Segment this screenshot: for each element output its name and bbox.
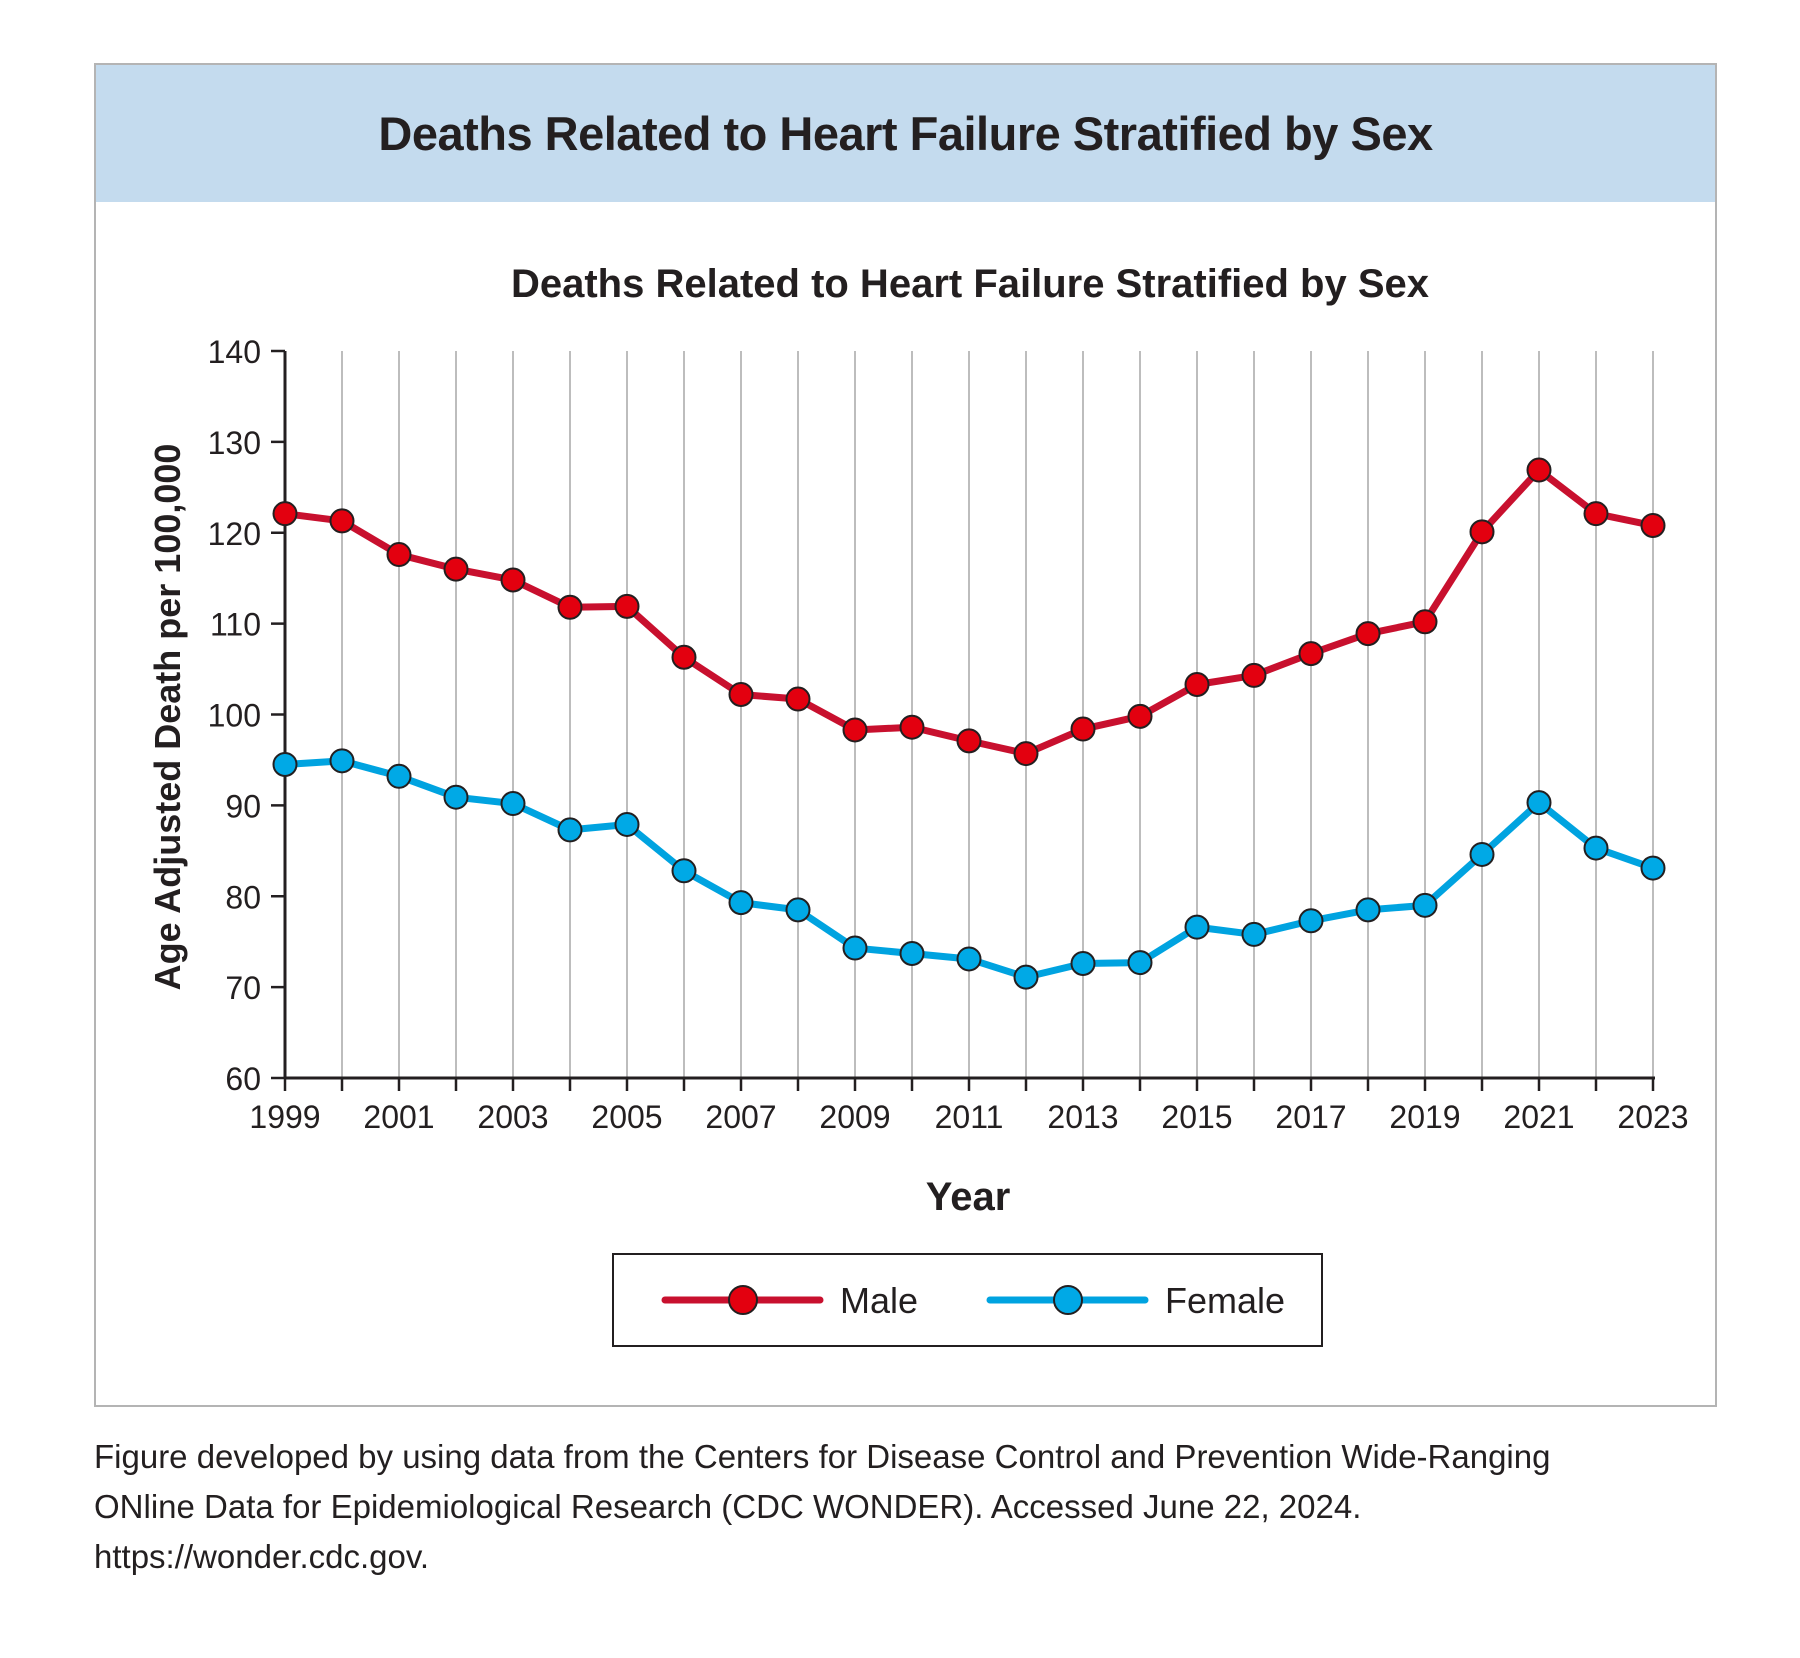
female-point-2010: [899, 941, 925, 967]
male-point-2014: [1127, 703, 1153, 729]
female-point-2018: [1355, 897, 1381, 923]
male-point-2001: [386, 542, 412, 568]
male-point-2004: [557, 594, 583, 620]
legend: Male Female: [612, 1253, 1323, 1347]
male-point-2018: [1355, 621, 1381, 647]
y-tick-label-120: 120: [208, 516, 261, 552]
male-point-2012: [1013, 741, 1039, 767]
female-point-2000: [329, 748, 355, 774]
female-point-2021: [1526, 790, 1552, 816]
x-tick-label-2001: 2001: [363, 1099, 434, 1135]
female-point-2022: [1583, 835, 1609, 861]
y-tick-label-90: 90: [225, 788, 261, 824]
line-chart: Deaths Related to Heart Failure Stratifi…: [147, 262, 1689, 1347]
x-tick-label-1999: 1999: [249, 1099, 320, 1135]
y-tick-label-100: 100: [208, 698, 261, 734]
female-point-2005: [614, 811, 640, 837]
male-point-2002: [443, 556, 469, 582]
y-axis-label: Age Adjusted Death per 100,000: [147, 444, 188, 991]
male-point-2009: [842, 717, 868, 743]
x-axis-ticks: 1999 2001 2003 2005 2007 2009 2011 2013 2015 2017…: [249, 1078, 1689, 1135]
female-point-2019: [1412, 892, 1438, 918]
female-point-2007: [728, 890, 754, 916]
caption-line-1: Figure developed by using data from the …: [94, 1438, 1551, 1475]
male-point-2013: [1070, 716, 1096, 742]
x-tick-label-2005: 2005: [591, 1099, 662, 1135]
male-point-2017: [1298, 641, 1324, 667]
female-point-2001: [386, 763, 412, 789]
male-point-2006: [671, 644, 697, 670]
legend-female-marker: [1053, 1285, 1083, 1315]
caption-line-3: https://wonder.cdc.gov.: [94, 1538, 430, 1575]
female-point-2008: [785, 897, 811, 923]
x-tick-label-2007: 2007: [705, 1099, 776, 1135]
y-tick-label-110: 110: [210, 607, 261, 643]
y-tick-label-70: 70: [225, 970, 261, 1006]
figure-panel: Deaths Related to Heart Failure Stratifi…: [94, 63, 1717, 1407]
male-point-2022: [1583, 501, 1609, 527]
x-axis-label: Year: [926, 1175, 1011, 1219]
female-point-2004: [557, 817, 583, 843]
male-point-2015: [1184, 672, 1210, 698]
chart-title: Deaths Related to Heart Failure Stratifi…: [511, 262, 1429, 306]
gridlines: [341, 351, 1654, 1078]
female-point-2016: [1241, 921, 1267, 947]
female-point-2015: [1184, 914, 1210, 940]
female-point-2009: [842, 935, 868, 961]
y-tick-label-130: 130: [208, 425, 261, 461]
figure-caption: Figure developed by using data from the …: [94, 1432, 1734, 1582]
legend-male-label: Male: [840, 1280, 918, 1321]
x-tick-label-2015: 2015: [1161, 1099, 1232, 1135]
female-point-2006: [671, 858, 697, 884]
legend-box: [612, 1253, 1323, 1347]
x-tick-label-2019: 2019: [1389, 1099, 1460, 1135]
legend-female-label: Female: [1165, 1280, 1285, 1321]
x-tick-label-2009: 2009: [819, 1099, 890, 1135]
male-point-2003: [500, 567, 526, 593]
female-point-2003: [500, 791, 526, 817]
x-tick-label-2021: 2021: [1503, 1099, 1574, 1135]
male-point-2019: [1412, 609, 1438, 635]
male-point-2008: [785, 686, 811, 712]
male-point-2000: [329, 508, 355, 534]
y-tick-label-60: 60: [225, 1061, 261, 1097]
male-point-2011: [956, 728, 982, 754]
male-point-2005: [614, 593, 640, 619]
y-tick-label-140: 140: [208, 334, 261, 370]
x-tick-label-2013: 2013: [1047, 1099, 1118, 1135]
series-layer: [272, 457, 1666, 990]
x-tick-label-2011: 2011: [935, 1099, 1004, 1135]
female-point-2013: [1070, 950, 1096, 976]
female-point-2017: [1298, 908, 1324, 934]
male-point-1999: [272, 501, 298, 527]
legend-male-marker: [728, 1285, 758, 1315]
y-axis-ticks: 60 70 80 90 100 110 120 130 140: [208, 334, 285, 1097]
male-point-2007: [728, 682, 754, 708]
male-point-2010: [899, 714, 925, 740]
female-point-2011: [956, 946, 982, 972]
male-point-2023: [1640, 512, 1666, 538]
caption-line-2: ONline Data for Epidemiological Research…: [94, 1488, 1362, 1525]
y-tick-label-80: 80: [225, 879, 261, 915]
female-point-2012: [1013, 964, 1039, 990]
male-point-2020: [1469, 519, 1495, 545]
banner-title: Deaths Related to Heart Failure Stratifi…: [378, 107, 1433, 160]
x-tick-label-2003: 2003: [477, 1099, 548, 1135]
title-banner: Deaths Related to Heart Failure Stratifi…: [96, 65, 1715, 202]
female-point-1999: [272, 751, 298, 777]
x-tick-label-2017: 2017: [1275, 1099, 1346, 1135]
female-point-2014: [1127, 950, 1153, 976]
male-point-2016: [1241, 662, 1267, 688]
female-point-2002: [443, 784, 469, 810]
female-point-2020: [1469, 841, 1495, 867]
male-point-2021: [1526, 457, 1552, 483]
x-tick-label-2023: 2023: [1617, 1099, 1688, 1135]
female-point-2023: [1640, 855, 1666, 881]
